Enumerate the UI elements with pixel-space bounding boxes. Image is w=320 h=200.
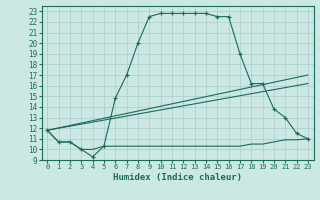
X-axis label: Humidex (Indice chaleur): Humidex (Indice chaleur) — [113, 173, 242, 182]
